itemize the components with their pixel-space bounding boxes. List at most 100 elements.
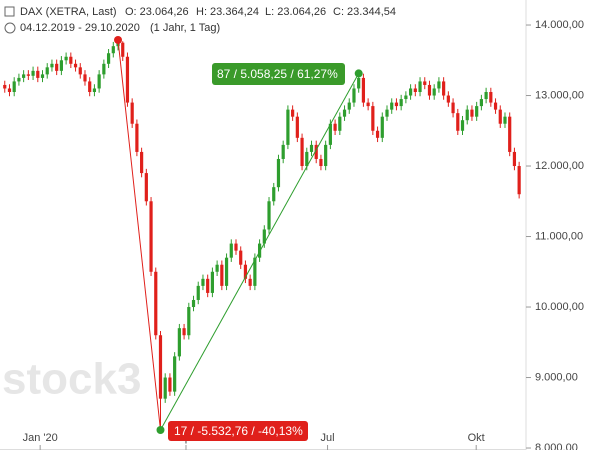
- candle-body: [276, 158, 281, 188]
- candle-body: [305, 151, 309, 167]
- candle-body: [338, 116, 342, 131]
- candle-body: [498, 109, 502, 124]
- candle-body: [399, 99, 403, 107]
- candle-body: [22, 74, 26, 78]
- candle-body: [314, 144, 318, 159]
- candle-body: [3, 84, 7, 89]
- candle-body: [437, 81, 441, 89]
- candle-body: [253, 257, 257, 286]
- candle-body: [446, 95, 450, 103]
- candle-body: [97, 74, 101, 89]
- x-tick-label: Jan '20: [23, 432, 58, 444]
- measure-label: 87 / 5.058,25 / 61,27%: [217, 67, 338, 81]
- ohlc-label: L: 23.064,26: [265, 6, 326, 18]
- ohlc-label: O: 23.064,26: [125, 6, 189, 18]
- candle-body: [352, 88, 356, 103]
- candle-body: [475, 106, 479, 117]
- ohlc-label: C: 23.344,54: [333, 6, 396, 18]
- candle-body: [125, 56, 130, 103]
- candle-body: [196, 285, 200, 300]
- candle-body: [40, 74, 45, 78]
- candle-body: [215, 264, 219, 272]
- candle-body: [257, 243, 262, 258]
- candle-body: [361, 77, 366, 103]
- candle-body: [328, 123, 332, 145]
- candle-body: [55, 63, 59, 71]
- candle-body: [7, 88, 12, 93]
- candle-body: [442, 81, 446, 96]
- candle-body: [12, 81, 16, 93]
- candle-body: [295, 116, 299, 138]
- candle-body: [88, 81, 92, 93]
- candle-body: [111, 46, 115, 54]
- candle-body: [375, 130, 380, 138]
- candle-body: [73, 63, 78, 68]
- candle-body: [234, 243, 238, 251]
- candle-body: [291, 109, 295, 117]
- candle-body: [135, 123, 139, 152]
- x-tick-label: Jul: [321, 432, 335, 444]
- subtitle: 04.12.2019 - 29.10.2020: [20, 22, 140, 34]
- measure-point: [114, 35, 123, 44]
- candle-body: [243, 264, 248, 279]
- y-tick-label: 8.000,00: [535, 442, 578, 450]
- candle-body: [78, 67, 82, 75]
- candle-body: [229, 243, 233, 258]
- header: DAX (XETRA, Last) O: 23.064,26 H: 23.364…: [4, 6, 396, 34]
- candle-body: [470, 109, 474, 117]
- candle-body: [45, 67, 49, 75]
- watermark: stock3: [2, 355, 141, 404]
- candle-body: [224, 257, 229, 286]
- candle-body: [309, 144, 314, 152]
- candle-body: [484, 92, 488, 100]
- candle-body: [121, 42, 125, 57]
- measure-label: 17 / -5.532,76 / -40,13%: [174, 424, 303, 438]
- candle-body: [465, 109, 469, 121]
- candle-body: [267, 201, 271, 230]
- candle-body: [83, 74, 87, 82]
- candle-body: [272, 187, 276, 202]
- candle-body: [432, 88, 436, 96]
- candle-body: [357, 77, 361, 89]
- candle-body: [456, 113, 460, 131]
- candle-body: [333, 123, 337, 131]
- candle-body: [324, 144, 328, 167]
- icon: [4, 6, 15, 17]
- y-tick-label: 12.000,00: [535, 160, 584, 172]
- candle-body: [36, 70, 40, 78]
- candle-body: [281, 144, 285, 159]
- candle-body: [106, 53, 111, 64]
- candle-body: [512, 151, 517, 167]
- period: (1 Jahr, 1 Tag): [150, 22, 220, 34]
- candle-body: [262, 229, 266, 244]
- candle-body: [191, 299, 196, 308]
- candle-body: [460, 120, 465, 131]
- candle-body: [248, 278, 252, 286]
- y-tick-label: 10.000,00: [535, 301, 584, 313]
- candle-body: [479, 99, 483, 107]
- candle-body: [366, 102, 370, 107]
- candle-body: [380, 116, 384, 138]
- y-tick-label: 13.000,00: [535, 89, 584, 101]
- candle-body: [409, 88, 413, 96]
- candle-body: [130, 102, 134, 124]
- candle-body: [206, 278, 210, 293]
- candle-body: [26, 74, 30, 76]
- candle-body: [64, 56, 68, 61]
- candle-body: [154, 271, 158, 336]
- candle-body: [182, 328, 186, 336]
- measure-line: [160, 73, 360, 431]
- candle-body: [59, 60, 63, 71]
- candle-body: [149, 201, 153, 272]
- measure-label-box: [168, 421, 308, 441]
- measure-line: [117, 39, 161, 431]
- candle-body: [517, 166, 521, 195]
- candle-body: [371, 106, 375, 131]
- y-tick-label: 9.000,00: [535, 371, 578, 383]
- candle-body: [168, 377, 172, 392]
- candle-body: [92, 88, 97, 93]
- candle-body: [423, 81, 427, 85]
- candle-body: [418, 81, 422, 93]
- candle-body: [493, 102, 498, 110]
